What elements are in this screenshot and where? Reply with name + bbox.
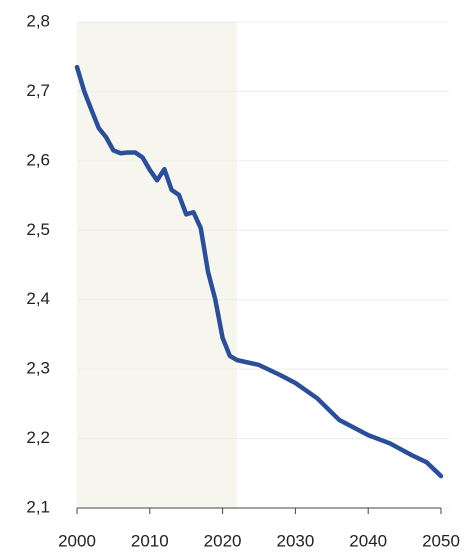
x-tick-label: 2010 bbox=[131, 531, 169, 550]
y-tick-label: 2,4 bbox=[26, 289, 50, 308]
data-line bbox=[74, 64, 444, 479]
y-tick-label: 2,5 bbox=[26, 220, 50, 239]
y-tick-label: 2,8 bbox=[26, 11, 50, 30]
x-tick-label: 2050 bbox=[422, 531, 460, 550]
y-tick-label: 2,2 bbox=[26, 428, 50, 447]
y-tick-label: 2,7 bbox=[26, 81, 50, 100]
x-tick-label: 2040 bbox=[349, 531, 387, 550]
x-tick-label: 2030 bbox=[276, 531, 314, 550]
x-tick-label: 2020 bbox=[204, 531, 242, 550]
y-tick-label: 2,1 bbox=[26, 497, 50, 516]
x-tick-label: 2000 bbox=[58, 531, 96, 550]
y-tick-label: 2,3 bbox=[26, 359, 50, 378]
shaded-period bbox=[77, 22, 238, 508]
y-tick-label: 2,6 bbox=[26, 150, 50, 169]
